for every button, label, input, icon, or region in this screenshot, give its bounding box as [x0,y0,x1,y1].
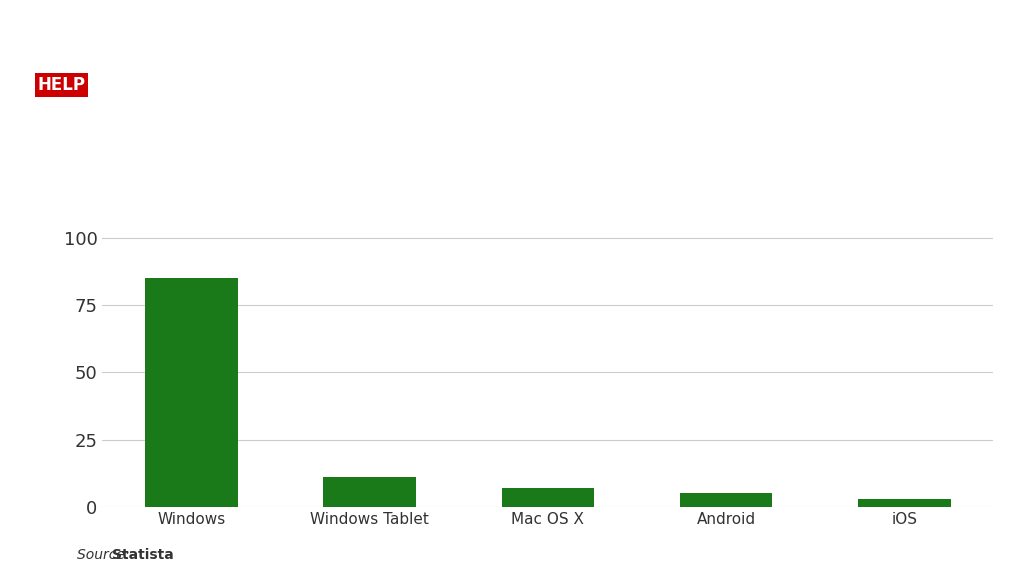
Bar [145,278,238,507]
Text: RANSOMWARE: RANSOMWARE [96,77,221,93]
Text: Source:: Source: [77,548,134,562]
Bar [324,478,416,507]
Text: Statista: Statista [112,548,173,562]
Text: 2019: 2019 [585,111,685,145]
Bar [858,499,950,507]
Bar [502,488,594,507]
Text: HELP: HELP [38,76,85,94]
Text: Most affected operating systems in: Most affected operating systems in [272,43,997,77]
Bar [680,494,772,507]
